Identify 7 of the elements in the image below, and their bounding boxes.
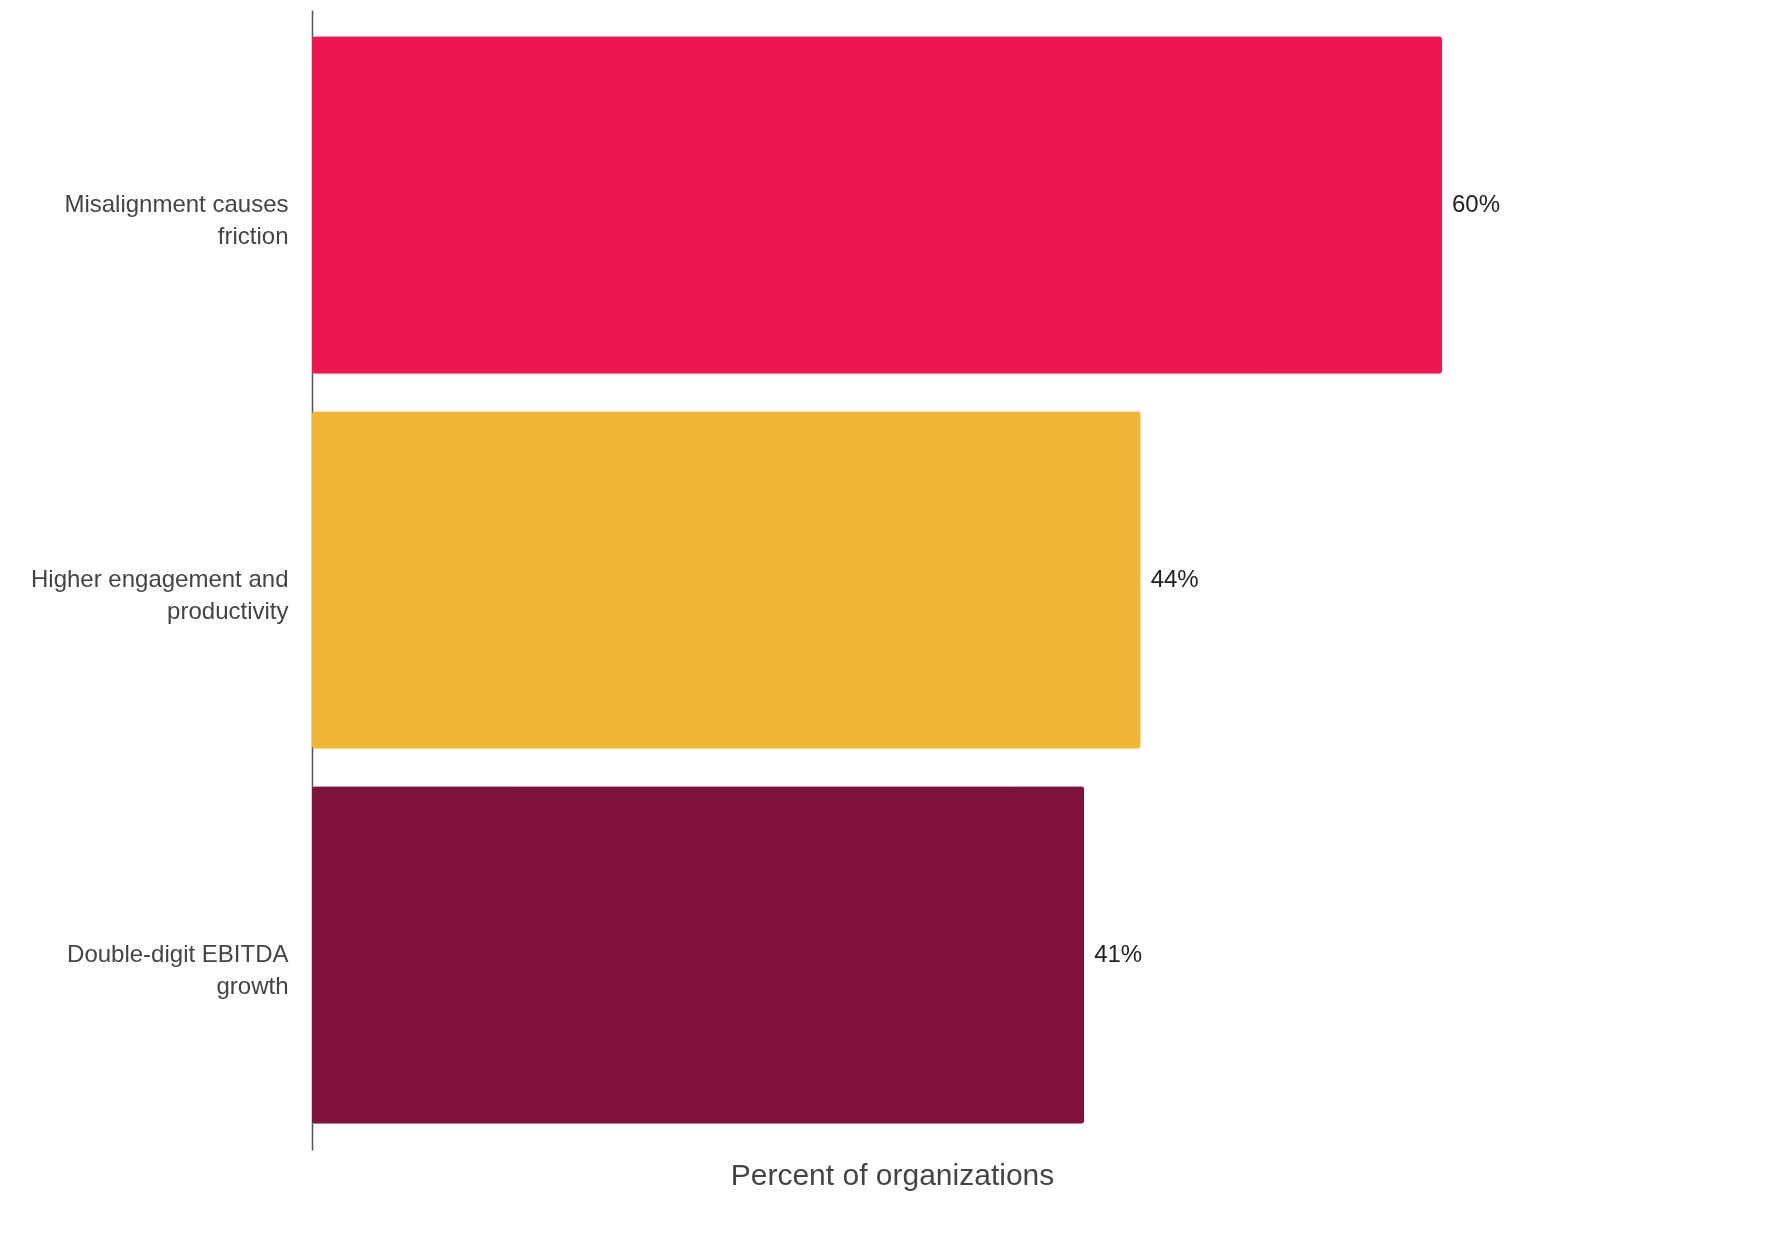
data-label: 41% bbox=[1094, 940, 1143, 967]
y-tick-label: Double-digit EBITDA growth bbox=[67, 940, 289, 999]
x-axis-title: Percent of organizations bbox=[730, 1157, 1055, 1191]
data-label: 44% bbox=[1150, 565, 1199, 592]
data-label: 60% bbox=[1452, 190, 1501, 217]
y-tick-label: Higher engagement and productivity bbox=[30, 565, 289, 624]
y-tick-label: Misalignment causes friction bbox=[64, 190, 289, 249]
